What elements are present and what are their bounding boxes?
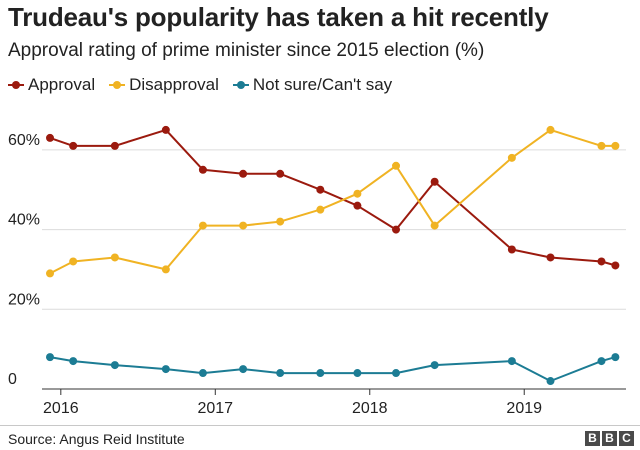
data-point-not-sure-can-t-say-12 bbox=[546, 377, 555, 386]
data-point-approval-3 bbox=[161, 125, 170, 134]
data-point-approval-6 bbox=[276, 169, 285, 178]
series-line-not-sure-can-t-say bbox=[49, 356, 616, 382]
data-point-not-sure-can-t-say-5 bbox=[239, 365, 248, 374]
data-point-disapproval-3 bbox=[161, 265, 170, 274]
line-chart: 0 20% 40% 60% 2016 2017 2018 2019 bbox=[8, 125, 626, 417]
x-tick-label-2017: 2017 bbox=[197, 400, 233, 417]
data-point-not-sure-can-t-say-3 bbox=[161, 365, 170, 374]
x-tick-label-2018: 2018 bbox=[352, 400, 388, 417]
data-point-approval-0 bbox=[46, 133, 54, 142]
data-point-approval-7 bbox=[316, 185, 325, 194]
data-point-disapproval-6 bbox=[276, 217, 285, 226]
data-point-disapproval-0 bbox=[46, 269, 54, 278]
data-point-not-sure-can-t-say-11 bbox=[507, 357, 516, 366]
data-point-not-sure-can-t-say-14 bbox=[611, 353, 620, 362]
legend-label-disapproval: Disapproval bbox=[129, 75, 219, 94]
data-point-disapproval-12 bbox=[546, 125, 555, 134]
legend: Approval Disapproval Not sure/Can't say bbox=[8, 75, 406, 95]
data-point-not-sure-can-t-say-10 bbox=[430, 361, 439, 370]
y-tick-label-60: 60% bbox=[8, 132, 40, 149]
data-point-disapproval-13 bbox=[597, 141, 606, 150]
logo-letter-b2: B bbox=[602, 431, 617, 446]
data-point-approval-1 bbox=[69, 141, 78, 150]
data-point-not-sure-can-t-say-8 bbox=[353, 369, 362, 378]
legend-item-not-sure: Not sure/Can't say bbox=[232, 75, 393, 95]
data-point-not-sure-can-t-say-13 bbox=[597, 357, 606, 366]
data-point-not-sure-can-t-say-9 bbox=[392, 369, 401, 378]
data-point-disapproval-4 bbox=[198, 221, 207, 230]
data-point-disapproval-7 bbox=[316, 205, 325, 214]
data-point-approval-13 bbox=[597, 257, 606, 266]
legend-swatch-not-sure bbox=[232, 80, 249, 90]
y-tick-label-20: 20% bbox=[8, 291, 40, 308]
data-point-not-sure-can-t-say-0 bbox=[46, 353, 54, 362]
data-point-disapproval-8 bbox=[353, 189, 362, 198]
x-tick-label-2019: 2019 bbox=[506, 400, 542, 417]
series-line-disapproval bbox=[49, 128, 616, 275]
source-note: Source: Angus Reid Institute bbox=[8, 431, 185, 447]
legend-item-disapproval: Disapproval bbox=[109, 75, 219, 95]
data-point-not-sure-can-t-say-7 bbox=[316, 369, 325, 378]
data-point-not-sure-can-t-say-1 bbox=[69, 357, 78, 366]
data-point-approval-10 bbox=[430, 177, 439, 186]
y-tick-label-0: 0 bbox=[8, 371, 17, 388]
legend-label-not-sure: Not sure/Can't say bbox=[252, 75, 393, 94]
chart-title: Trudeau's popularity has taken a hit rec… bbox=[8, 2, 549, 32]
legend-swatch-approval bbox=[8, 80, 24, 90]
data-point-disapproval-10 bbox=[430, 221, 439, 230]
data-point-disapproval-9 bbox=[392, 161, 401, 170]
data-point-disapproval-1 bbox=[69, 257, 78, 266]
data-point-not-sure-can-t-say-2 bbox=[110, 361, 119, 370]
y-tick-label-40: 40% bbox=[8, 212, 40, 229]
data-point-not-sure-can-t-say-6 bbox=[276, 369, 285, 378]
data-point-approval-9 bbox=[392, 225, 401, 234]
data-point-approval-12 bbox=[546, 253, 555, 262]
data-point-approval-8 bbox=[353, 201, 362, 210]
footer-divider bbox=[0, 425, 640, 426]
chart-subtitle: Approval rating of prime minister since … bbox=[8, 40, 485, 61]
data-point-approval-11 bbox=[507, 245, 516, 254]
logo-letter-b1: B bbox=[585, 431, 600, 446]
legend-swatch-disapproval bbox=[109, 80, 126, 90]
data-point-approval-14 bbox=[611, 261, 620, 270]
data-point-disapproval-14 bbox=[611, 141, 620, 150]
data-point-disapproval-2 bbox=[110, 253, 119, 262]
data-point-not-sure-can-t-say-4 bbox=[198, 369, 207, 378]
data-point-approval-2 bbox=[110, 141, 119, 150]
logo-letter-c: C bbox=[619, 431, 634, 446]
legend-item-approval: Approval bbox=[8, 75, 95, 95]
data-point-approval-4 bbox=[198, 165, 207, 174]
data-point-disapproval-5 bbox=[239, 221, 248, 230]
legend-label-approval: Approval bbox=[28, 75, 96, 94]
bbc-logo: B B C bbox=[583, 431, 634, 446]
data-point-approval-5 bbox=[239, 169, 248, 178]
data-point-disapproval-11 bbox=[507, 153, 516, 162]
x-tick-label-2016: 2016 bbox=[43, 400, 79, 417]
